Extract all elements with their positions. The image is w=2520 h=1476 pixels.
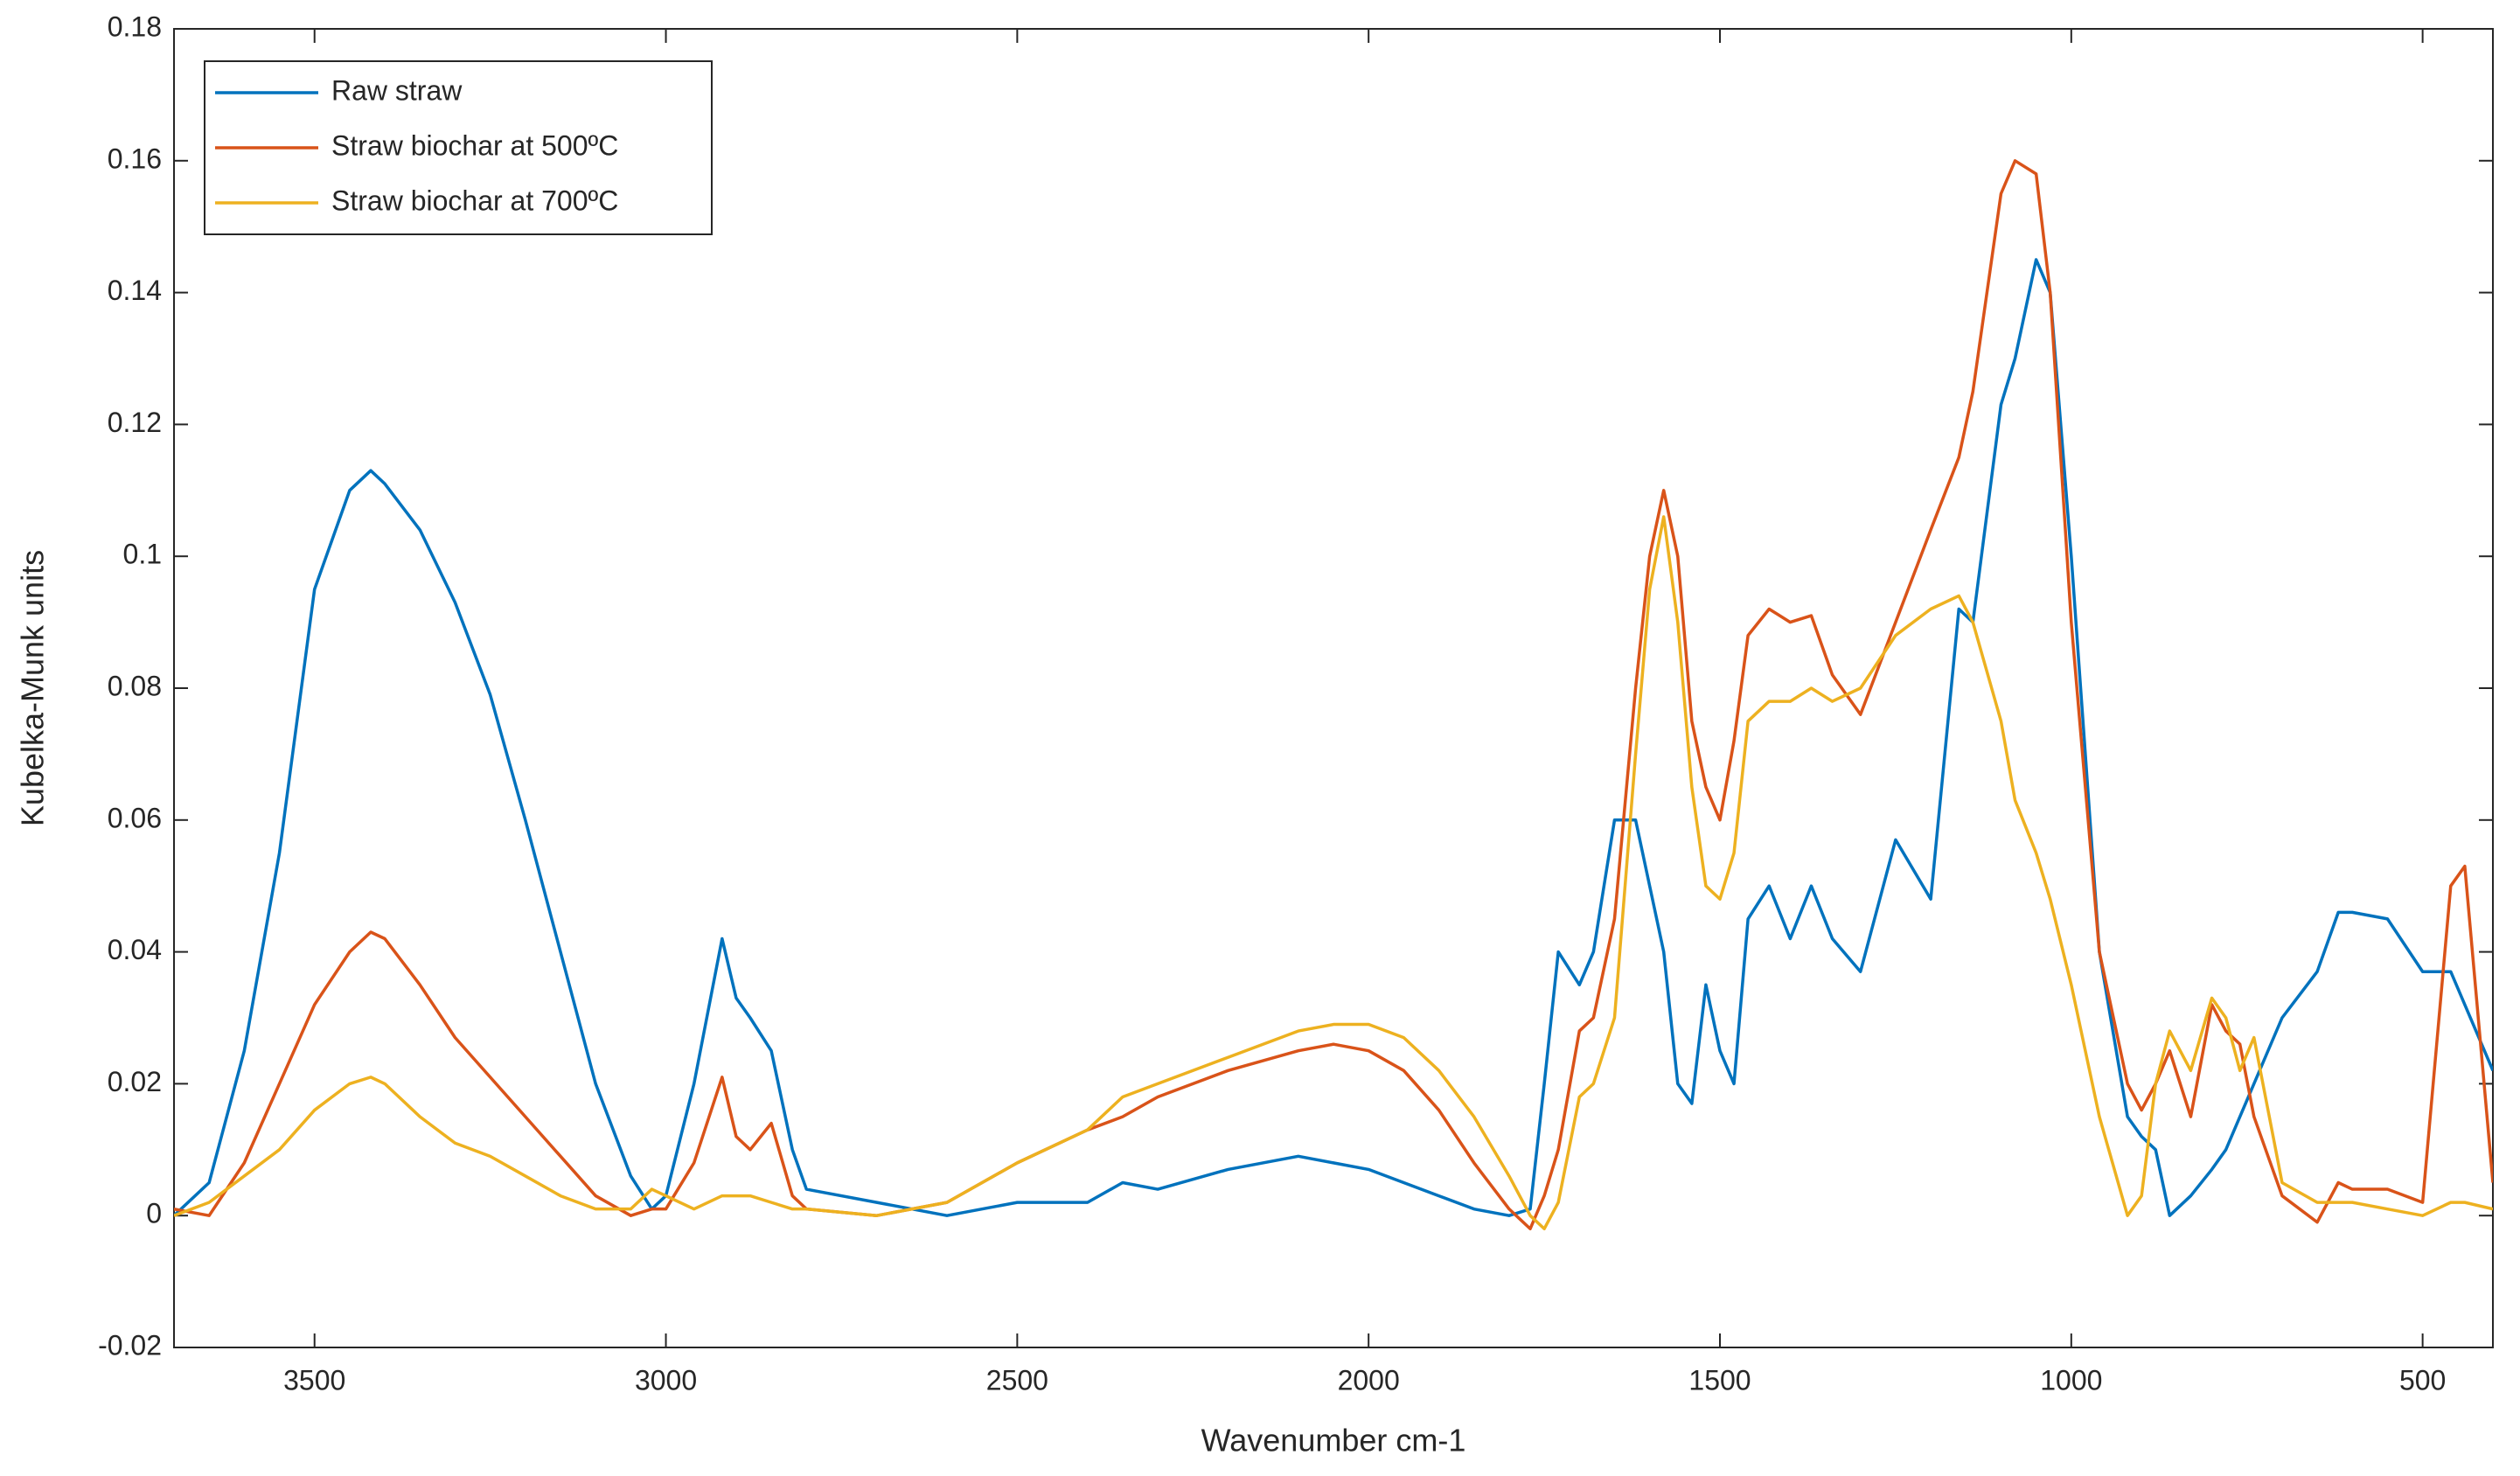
y-tick-label: 0.06 <box>108 802 162 833</box>
x-tick-label: 1500 <box>1688 1364 1751 1396</box>
y-tick-label: 0 <box>146 1198 162 1229</box>
y-tick-label: 0.14 <box>108 275 162 306</box>
legend-label: Raw straw <box>331 74 463 106</box>
x-tick-label: 3500 <box>283 1364 345 1396</box>
x-tick-label: 500 <box>2399 1364 2446 1396</box>
legend-label: Straw biochar at 500ºC <box>331 129 618 161</box>
y-tick-label: 0.16 <box>108 143 162 174</box>
x-tick-label: 3000 <box>635 1364 697 1396</box>
series-line <box>174 258 2493 1217</box>
series-line <box>174 159 2493 1231</box>
x-tick-label: 2000 <box>1338 1364 1400 1396</box>
series-line <box>174 515 2493 1231</box>
y-tick-label: -0.02 <box>98 1329 162 1361</box>
y-tick-label: 0.02 <box>108 1066 162 1097</box>
y-tick-label: 0.04 <box>108 934 162 965</box>
y-tick-label: 0.08 <box>108 670 162 701</box>
y-axis-label: Kubelka-Munk units <box>15 550 51 826</box>
y-tick-label: 0.1 <box>123 539 162 570</box>
plot-frame <box>173 28 2494 1348</box>
y-tick-label: 0.18 <box>108 10 162 42</box>
x-axis-label: Wavenumber cm-1 <box>1201 1423 1466 1459</box>
x-tick-label: 1000 <box>2040 1364 2102 1396</box>
y-tick-label: 0.12 <box>108 407 162 438</box>
legend-label: Straw biochar at 700ºC <box>331 184 618 216</box>
x-tick-label: 2500 <box>986 1364 1048 1396</box>
